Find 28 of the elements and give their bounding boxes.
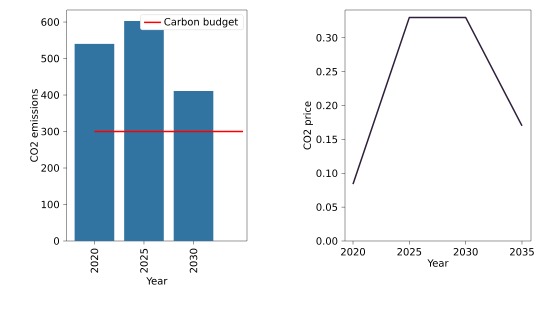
x-tick-label: 2035	[510, 248, 534, 256]
y-tick-label: 100	[42, 200, 60, 208]
y-tick-label: 500	[41, 54, 60, 62]
legend-label: Carbon budget	[164, 18, 238, 28]
x-axis-title: Year	[146, 277, 168, 285]
y-tick-label: 0.30	[316, 34, 338, 42]
y-tick-label: 200	[41, 164, 60, 172]
y-tick-label: 0.20	[316, 102, 338, 110]
x-tick-label: 2025	[140, 248, 148, 273]
x-tick-label: 2030	[190, 248, 198, 273]
bar	[174, 91, 214, 241]
y-axis-title: CO2 price	[303, 101, 313, 150]
y-tick-label: 600	[41, 18, 60, 26]
x-tick-label: 2020	[341, 248, 366, 256]
x-tick-label: 2020	[90, 248, 98, 273]
y-axis-title: CO2 emissions	[30, 89, 38, 162]
x-tick-label: 2030	[454, 248, 478, 256]
y-tick-label: 0	[54, 237, 60, 245]
y-tick-label: 0.25	[316, 68, 338, 76]
y-tick-label: 0.15	[316, 136, 338, 144]
y-tick-label: 400	[41, 91, 60, 99]
y-tick-label: 0.00	[316, 237, 338, 245]
y-tick-label: 0.05	[316, 203, 338, 211]
x-tick-label: 2025	[397, 248, 422, 256]
y-tick-label: 0.10	[316, 169, 338, 178]
x-axis-title: Year	[427, 259, 449, 267]
bar	[74, 44, 114, 241]
y-tick-label: 300	[41, 128, 60, 136]
